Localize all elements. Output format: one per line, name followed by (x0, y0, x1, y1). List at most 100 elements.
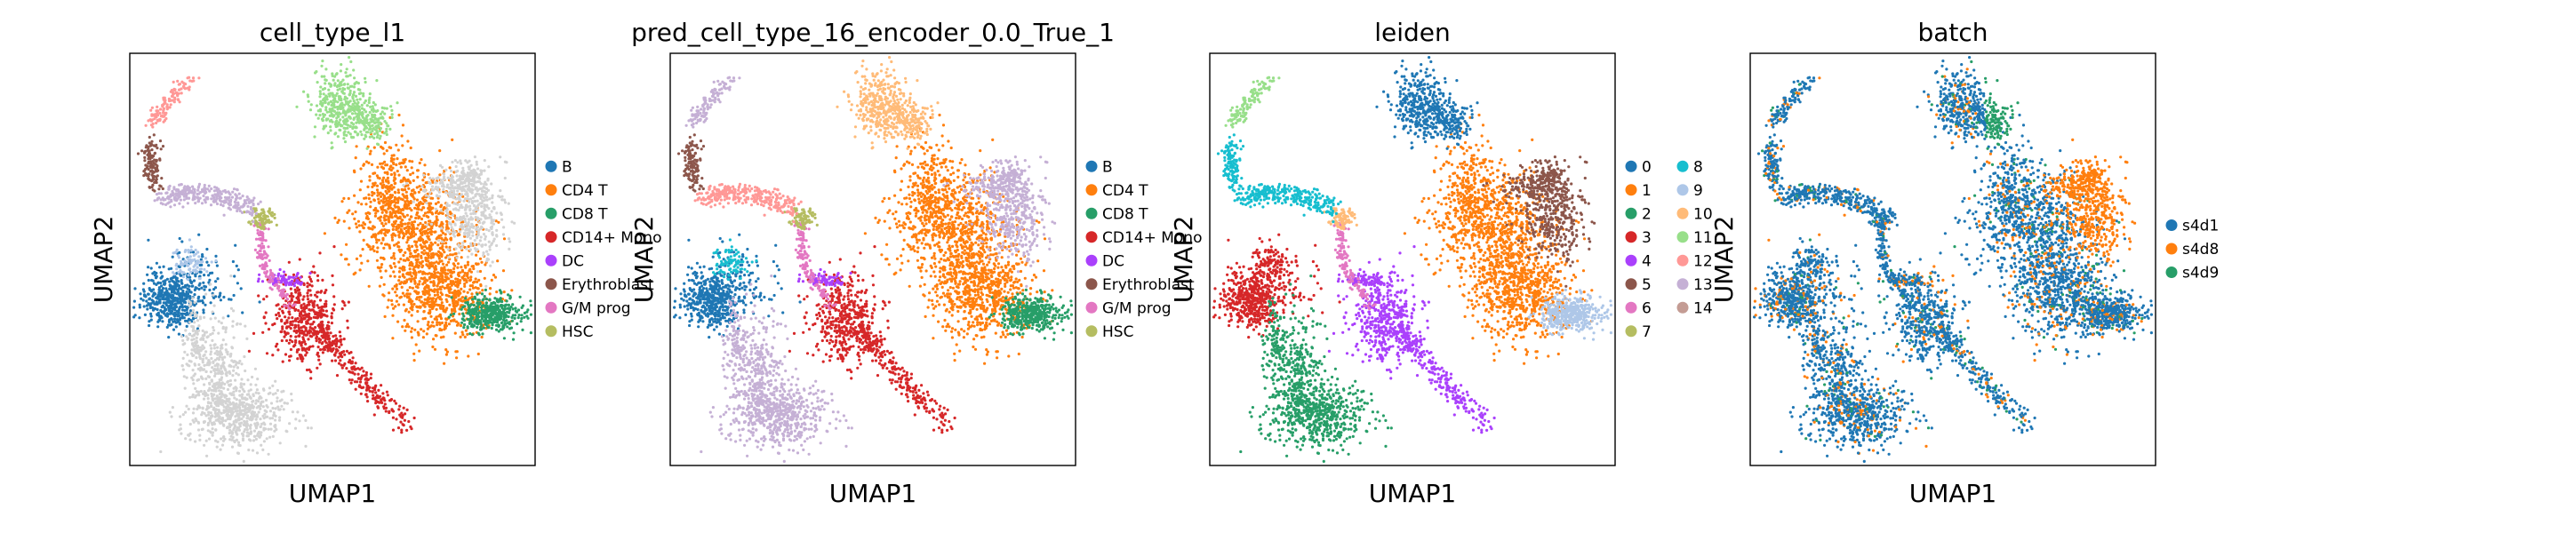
data-point (172, 306, 176, 309)
data-point (422, 206, 426, 210)
data-point (271, 323, 275, 327)
data-point (489, 264, 492, 267)
data-point (373, 235, 377, 239)
data-point (443, 251, 446, 254)
data-point (395, 243, 398, 246)
data-point (365, 147, 369, 150)
data-point (278, 267, 282, 272)
data-point (325, 328, 329, 331)
data-point (398, 162, 402, 165)
data-point (158, 139, 163, 143)
data-point (268, 259, 271, 262)
data-point (412, 226, 415, 229)
data-point (510, 319, 515, 322)
data-point (385, 132, 388, 137)
data-point (450, 169, 453, 173)
data-point (203, 274, 206, 277)
data-point (388, 211, 392, 214)
data-point (161, 320, 164, 323)
data-point (410, 302, 413, 306)
data-point (482, 326, 486, 330)
data-point (404, 165, 407, 169)
data-point (358, 230, 362, 234)
data-point (312, 315, 316, 319)
data-point (473, 239, 476, 243)
data-point (426, 247, 429, 251)
data-point (453, 289, 457, 292)
data-point (204, 439, 208, 442)
data-point (504, 314, 508, 318)
data-point (284, 338, 289, 343)
data-point (321, 351, 324, 354)
data-point (180, 432, 183, 435)
data-point (442, 187, 445, 192)
data-point (480, 308, 484, 312)
data-point (440, 298, 444, 301)
data-point (495, 228, 499, 232)
data-point (349, 381, 353, 385)
data-point (464, 159, 468, 163)
data-point (185, 307, 188, 312)
data-point (415, 227, 419, 230)
data-point (338, 330, 341, 334)
data-point (400, 134, 404, 138)
data-point (156, 307, 159, 312)
data-point (329, 349, 332, 353)
data-point (478, 320, 483, 323)
data-point (353, 194, 356, 197)
data-point (405, 292, 409, 296)
data-point (277, 314, 281, 318)
data-point (377, 388, 380, 392)
data-point (406, 222, 410, 226)
data-point (503, 311, 507, 314)
data-point (452, 318, 456, 322)
data-point (436, 284, 439, 288)
data-point (297, 309, 300, 313)
data-point (375, 184, 380, 187)
data-point (294, 317, 298, 321)
data-point (488, 213, 492, 217)
data-point (511, 307, 515, 311)
data-point (372, 226, 376, 229)
data-point (445, 229, 449, 233)
data-point (409, 193, 412, 196)
data-point (368, 152, 372, 155)
data-point (422, 304, 426, 307)
data-point (136, 152, 140, 155)
data-point (331, 359, 334, 362)
data-point (424, 229, 428, 233)
data-point (435, 224, 438, 227)
data-point (348, 116, 352, 120)
data-point (371, 185, 374, 188)
data-point (408, 179, 412, 184)
data-point (383, 200, 387, 203)
data-point (193, 293, 196, 297)
data-point (483, 295, 486, 298)
data-point (367, 193, 371, 196)
data-point (461, 185, 465, 189)
data-point (256, 280, 260, 283)
data-point (300, 359, 304, 363)
data-point (152, 133, 156, 137)
data-point (179, 295, 182, 298)
data-point (437, 239, 441, 243)
data-point (477, 302, 481, 306)
data-point (495, 290, 499, 294)
data-point (185, 404, 188, 408)
data-point (152, 288, 156, 291)
data-point (430, 264, 434, 267)
data-point (258, 249, 261, 253)
data-point (404, 325, 408, 329)
data-point (395, 287, 399, 290)
data-point (321, 60, 324, 63)
data-point (402, 215, 405, 219)
data-point (159, 308, 163, 313)
data-point (345, 68, 348, 71)
data-point (502, 237, 507, 241)
data-point (150, 163, 154, 166)
data-point (387, 181, 390, 185)
data-point (275, 223, 278, 227)
data-point (508, 247, 511, 251)
data-point (321, 278, 324, 282)
data-point (358, 98, 362, 101)
